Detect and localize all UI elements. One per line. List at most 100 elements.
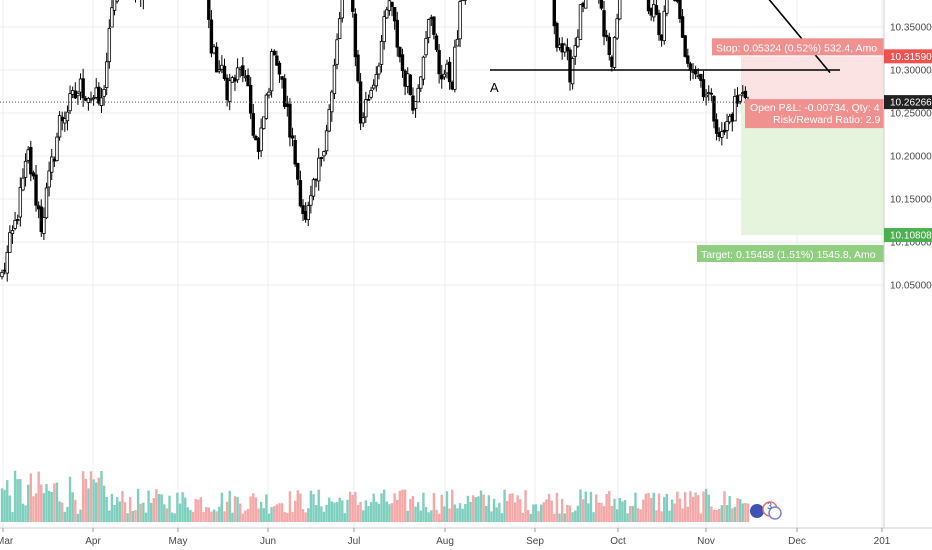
volume-bar — [647, 492, 650, 522]
candle-body — [303, 210, 308, 220]
candle-body — [400, 54, 405, 71]
volume-bar — [273, 506, 276, 522]
candle-body — [264, 94, 269, 119]
volume-bar — [678, 498, 682, 522]
volume-bar — [254, 497, 258, 522]
volume-bar — [108, 510, 111, 522]
candle-body — [105, 61, 109, 89]
volume-bar — [81, 471, 85, 522]
stop-label-box[interactable] — [712, 38, 884, 56]
candle-body — [73, 90, 77, 99]
candle-body — [301, 205, 305, 215]
candle-body — [680, 16, 685, 38]
candle-body — [52, 158, 57, 162]
volume-bar — [629, 505, 632, 522]
candle-body — [335, 39, 339, 65]
volume-bar — [354, 491, 357, 522]
pnl-label-box[interactable] — [745, 99, 884, 129]
pnl-label-text: Open P&L: -0.00734, Qty: 4 — [750, 102, 880, 114]
candle-body — [411, 95, 415, 111]
volume-bar — [728, 496, 731, 522]
event-icon[interactable] — [750, 504, 764, 518]
candle-body — [618, 0, 622, 20]
price-axis[interactable] — [884, 0, 932, 550]
volume-bar — [542, 502, 546, 522]
candle-body — [442, 73, 447, 78]
candle-body — [288, 103, 292, 138]
y-tick-label: 10.25000 — [890, 109, 932, 120]
candle-body — [458, 1, 462, 40]
volume-bar — [144, 512, 148, 522]
y-tick-label: 10.05000 — [890, 281, 932, 292]
volume-bar — [283, 512, 286, 522]
x-tick-label: Mar — [0, 536, 14, 547]
candle-body — [57, 115, 62, 138]
volume-bar — [500, 513, 504, 522]
candle-body — [570, 58, 575, 85]
candle-body — [91, 97, 96, 100]
volume-bar — [655, 510, 658, 522]
candle-body — [76, 92, 80, 97]
volume-bar — [50, 491, 53, 522]
trendline[interactable] — [522, 0, 831, 74]
candle-body — [84, 98, 88, 101]
volume-bar — [307, 508, 310, 522]
candle-body — [730, 113, 734, 122]
volume-bar — [487, 495, 491, 522]
volume-bar — [223, 511, 226, 522]
volume-bar — [215, 511, 218, 522]
volume-bar — [92, 479, 95, 522]
candle-body — [94, 87, 98, 98]
current-price-badge-text: 10.26266 — [890, 98, 932, 109]
candle-body — [392, 7, 397, 22]
volume-bar — [448, 508, 451, 522]
candle-body — [293, 140, 297, 165]
volume-bar — [513, 502, 517, 522]
stop-price-badge-text: 10.31590 — [890, 52, 932, 63]
volume-bar — [309, 490, 313, 522]
candle-body — [282, 78, 287, 107]
volume-bar — [563, 513, 566, 522]
candle-body — [262, 116, 266, 129]
volume-bar — [519, 499, 522, 522]
volume-bar — [424, 507, 428, 522]
volume-bar — [704, 488, 708, 522]
current-price-badge — [884, 95, 932, 110]
candle-body — [243, 76, 248, 79]
time-axis[interactable] — [0, 528, 932, 550]
candle-body — [44, 187, 49, 219]
candle-body — [722, 129, 727, 133]
volume-bar — [529, 513, 532, 522]
candle-body — [416, 87, 420, 103]
volume-bar — [346, 499, 349, 522]
volume-bar — [246, 508, 250, 522]
candle-body — [280, 76, 284, 80]
target-label-box[interactable] — [697, 245, 884, 263]
volume-bar — [631, 506, 635, 522]
volume-bar — [191, 511, 195, 522]
volume-bar — [155, 489, 158, 522]
candle-body — [39, 206, 43, 233]
candle-body — [351, 0, 355, 12]
volume-bar — [636, 508, 640, 522]
candle-body — [602, 10, 606, 37]
candle-body — [714, 119, 719, 134]
x-tick-label: Oct — [610, 536, 626, 547]
candle-body — [573, 45, 577, 57]
volume-bar — [170, 512, 174, 522]
volume-bar — [610, 506, 614, 522]
volume-bar — [733, 506, 737, 522]
volume-bar — [142, 502, 145, 522]
volume-bar — [670, 499, 674, 522]
candle-body — [743, 90, 748, 98]
volume-bar — [139, 503, 142, 522]
volume-bar — [697, 495, 700, 522]
volume-bar — [482, 494, 485, 522]
volume-bar — [553, 513, 556, 522]
volume-bar — [600, 502, 603, 522]
candle-body — [447, 61, 452, 83]
event-flag-icon[interactable] — [768, 506, 782, 520]
volume-bar — [126, 513, 129, 522]
